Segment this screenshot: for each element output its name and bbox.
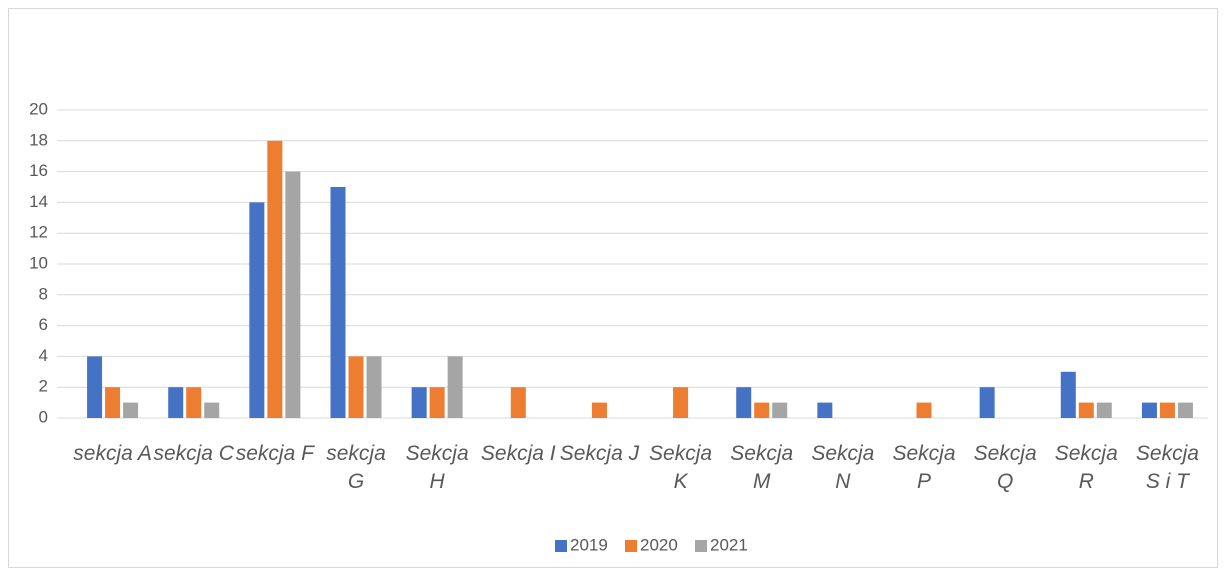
bar	[1177, 402, 1193, 418]
legend-label: 2020	[640, 535, 678, 554]
legend-swatch	[695, 540, 707, 552]
y-tick-label: 14	[29, 192, 48, 211]
bar	[366, 356, 382, 418]
bar	[168, 387, 184, 418]
y-tick-label: 10	[29, 253, 48, 272]
bar	[1060, 371, 1076, 418]
y-tick-label: 2	[39, 377, 48, 396]
bar	[123, 402, 139, 418]
bar	[817, 402, 833, 418]
bar	[186, 387, 202, 418]
y-tick-label: 16	[29, 161, 48, 180]
y-tick-label: 4	[39, 346, 48, 365]
bar	[330, 187, 346, 418]
x-tick-label: sekcja G	[326, 442, 386, 493]
bar	[249, 202, 265, 418]
bar	[916, 402, 932, 418]
x-tick-label: Sekcja K	[649, 442, 713, 493]
bar	[285, 171, 301, 418]
x-tick-label: Sekcja P	[892, 442, 956, 493]
bar	[736, 387, 752, 418]
x-tick-label: sekcja C	[153, 442, 234, 465]
x-tick-label: Sekcja N	[811, 442, 875, 493]
y-tick-label: 8	[39, 284, 48, 303]
bar	[754, 402, 770, 418]
bar	[591, 402, 607, 418]
y-tick-label: 20	[29, 99, 48, 118]
y-tick-label: 18	[29, 130, 48, 149]
bar	[447, 356, 463, 418]
y-tick-label: 6	[39, 315, 48, 334]
x-tick-label: Sekcja H	[405, 442, 469, 493]
bar	[105, 387, 121, 418]
bar	[1159, 402, 1175, 418]
bar	[87, 356, 103, 418]
legend-label: 2021	[710, 535, 748, 554]
x-tick-label: Sekcja J	[559, 442, 640, 465]
bar	[772, 402, 788, 418]
y-tick-label: 12	[29, 223, 48, 242]
chart-border	[8, 8, 1218, 568]
x-tick-label: Sekcja I	[480, 442, 556, 465]
y-tick-label: 0	[39, 407, 48, 426]
bar	[673, 387, 689, 418]
x-tick-label: sekcja A	[73, 442, 152, 465]
bar	[510, 387, 526, 418]
bar	[1096, 402, 1112, 418]
bar	[429, 387, 445, 418]
x-tick-label: Sekcja R	[1054, 442, 1118, 493]
bar	[411, 387, 427, 418]
bar	[204, 402, 220, 418]
bar	[1078, 402, 1094, 418]
legend-swatch	[625, 540, 637, 552]
x-tick-label: Sekcja M	[730, 442, 794, 493]
legend-swatch	[555, 540, 567, 552]
x-tick-label: Sekcja S i T	[1135, 442, 1199, 493]
x-tick-label: sekcja F	[235, 442, 314, 465]
legend-label: 2019	[570, 535, 608, 554]
bar	[979, 387, 995, 418]
bar	[1141, 402, 1157, 418]
bar	[267, 140, 283, 419]
bar	[348, 356, 364, 418]
x-tick-label: Sekcja Q	[973, 442, 1037, 493]
